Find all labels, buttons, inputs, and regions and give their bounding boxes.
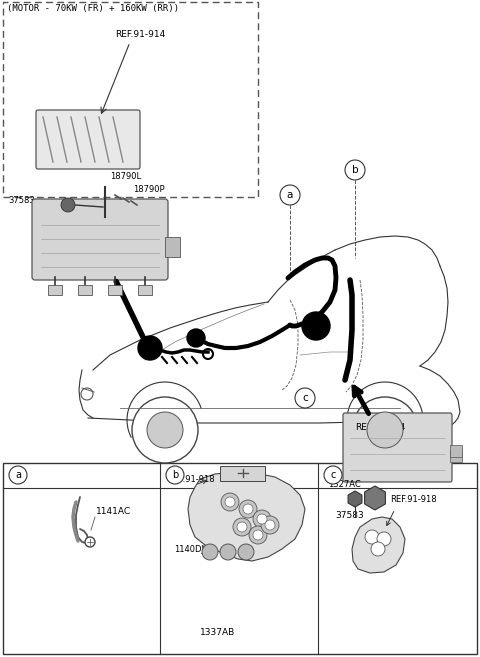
Text: 1879A: 1879A (91, 220, 118, 229)
Text: 1141AC: 1141AC (96, 507, 131, 516)
Text: REF.91-918: REF.91-918 (168, 475, 215, 484)
Polygon shape (188, 472, 305, 561)
Circle shape (9, 466, 27, 484)
Circle shape (365, 530, 379, 544)
Bar (3, 463, 477, 654)
Circle shape (352, 397, 418, 463)
Circle shape (132, 397, 198, 463)
Bar (138, 285, 152, 295)
Circle shape (147, 412, 183, 448)
Text: REF.91-918: REF.91-918 (390, 495, 437, 504)
Circle shape (367, 412, 403, 448)
Text: REF.91-914: REF.91-914 (355, 423, 405, 432)
Circle shape (239, 500, 257, 518)
Circle shape (187, 329, 205, 347)
Text: (MOTOR - 70KW (FR) + 160KW (RR)): (MOTOR - 70KW (FR) + 160KW (RR)) (7, 4, 179, 13)
Circle shape (85, 537, 95, 547)
Circle shape (233, 518, 251, 536)
Circle shape (295, 388, 315, 408)
Text: c: c (330, 470, 336, 480)
Circle shape (265, 520, 275, 530)
Bar (78, 285, 92, 295)
Text: 1327AC: 1327AC (328, 480, 361, 489)
Text: 18790L: 18790L (97, 208, 128, 217)
FancyBboxPatch shape (32, 199, 168, 280)
Circle shape (166, 466, 184, 484)
Bar (450, 445, 462, 457)
Circle shape (220, 544, 236, 560)
Circle shape (249, 526, 267, 544)
Text: c: c (302, 393, 308, 403)
Bar (48, 285, 62, 295)
Circle shape (302, 312, 330, 340)
Text: a: a (287, 190, 293, 200)
Text: 37583: 37583 (8, 196, 35, 205)
Text: 18790P: 18790P (133, 185, 165, 194)
Circle shape (237, 522, 247, 532)
Circle shape (261, 516, 279, 534)
Text: REF.91-914: REF.91-914 (115, 30, 165, 39)
FancyBboxPatch shape (343, 413, 452, 482)
Circle shape (243, 504, 253, 514)
Circle shape (257, 514, 267, 524)
Text: b: b (172, 470, 178, 480)
Circle shape (138, 336, 162, 360)
Text: 37583: 37583 (336, 511, 364, 520)
Text: 1140DJ: 1140DJ (174, 545, 204, 554)
Circle shape (221, 493, 239, 511)
Circle shape (324, 466, 342, 484)
Bar (108, 285, 122, 295)
Circle shape (225, 497, 235, 507)
Text: a: a (15, 470, 21, 480)
Circle shape (371, 542, 385, 556)
Text: b: b (352, 165, 358, 175)
Polygon shape (352, 517, 405, 573)
Text: 1337AB: 1337AB (200, 628, 236, 637)
Circle shape (253, 510, 271, 528)
Bar (450, 450, 462, 462)
Circle shape (345, 160, 365, 180)
Circle shape (61, 198, 75, 212)
Circle shape (377, 532, 391, 546)
Text: 18790L: 18790L (110, 172, 141, 181)
Circle shape (280, 185, 300, 205)
FancyBboxPatch shape (36, 110, 140, 169)
Circle shape (238, 544, 254, 560)
Circle shape (202, 544, 218, 560)
Bar (165, 237, 180, 257)
Circle shape (253, 530, 263, 540)
Bar (220, 466, 265, 481)
